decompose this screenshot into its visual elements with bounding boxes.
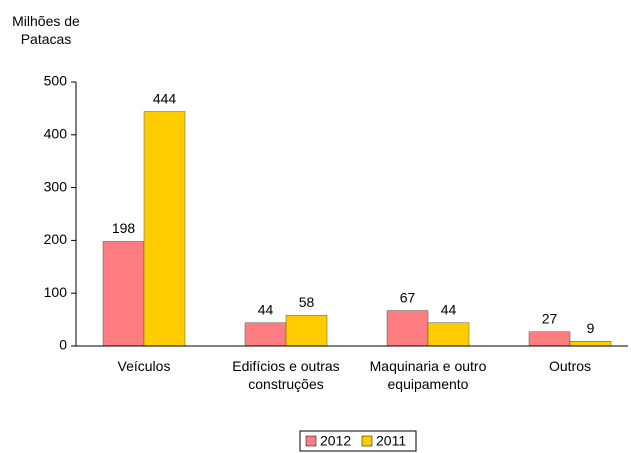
value-label: 27: [542, 310, 558, 326]
legend-box: [299, 430, 417, 452]
bar: [569, 340, 612, 347]
value-label: 67: [400, 289, 416, 305]
x-tick-label: Outros: [548, 358, 591, 374]
legend-swatch: [361, 435, 373, 447]
bar: [244, 322, 287, 347]
value-label: 198: [112, 220, 136, 236]
bar: [102, 241, 145, 347]
value-label: 9: [587, 320, 595, 336]
bar: [528, 331, 571, 347]
y-axis-label: Milhões de Patacas: [12, 13, 80, 47]
bar: [143, 111, 186, 347]
y-tick-label: 400: [44, 126, 68, 142]
x-tick-label: Edifícios e outras construções: [232, 358, 340, 392]
y-tick-label: 200: [44, 231, 68, 247]
value-label: 44: [441, 301, 457, 317]
value-label: 444: [153, 90, 177, 106]
legend-label: 2011: [376, 433, 406, 449]
y-tick-label: 0: [59, 337, 67, 353]
x-tick-label: Maquinaria e outro equipamento: [369, 358, 487, 392]
y-tick-label: 300: [44, 178, 68, 194]
legend-label: 2012: [320, 433, 351, 449]
x-tick-label: Veículos: [117, 358, 171, 374]
bar: [427, 322, 470, 347]
y-tick-label: 500: [44, 73, 68, 89]
legend-swatch: [305, 435, 317, 447]
bar: [386, 310, 429, 347]
value-label: 58: [299, 294, 315, 310]
value-label: 44: [258, 301, 274, 317]
y-tick-label: 100: [44, 284, 68, 300]
bar: [285, 315, 328, 347]
